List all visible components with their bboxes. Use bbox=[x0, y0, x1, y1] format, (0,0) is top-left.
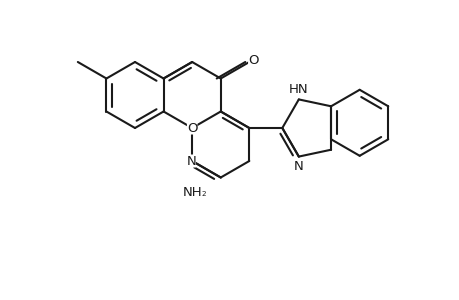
Text: HN: HN bbox=[288, 83, 308, 96]
Text: O: O bbox=[247, 53, 258, 67]
Text: $_2$: $_2$ bbox=[201, 189, 207, 199]
Text: N: N bbox=[293, 160, 303, 172]
Text: O: O bbox=[186, 122, 197, 134]
Text: NH: NH bbox=[182, 186, 202, 199]
Text: N: N bbox=[186, 154, 196, 167]
